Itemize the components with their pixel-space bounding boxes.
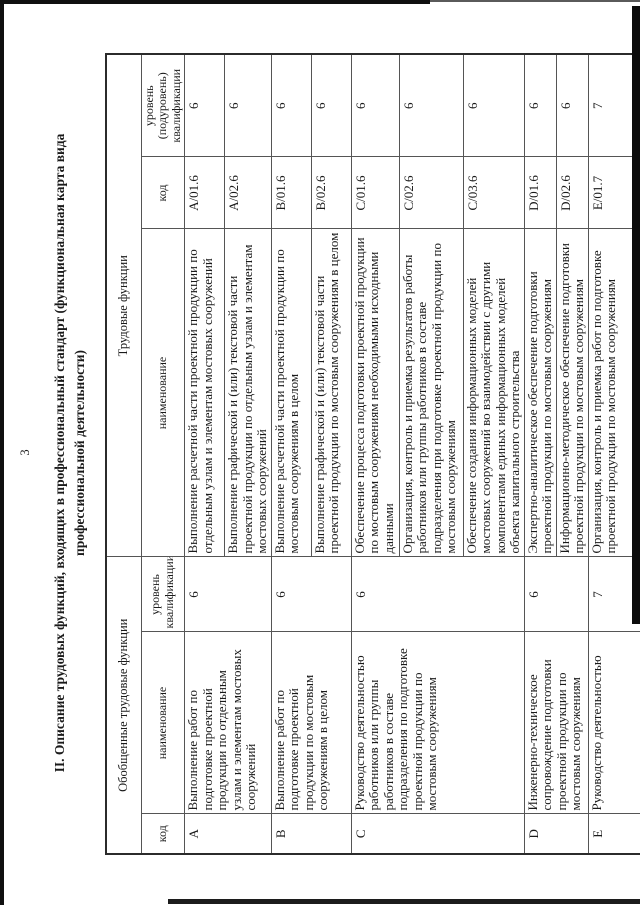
otf-level-cell: 6 [184,557,271,632]
tf-code-cell: C/01.6 [351,157,399,229]
column-header-otf-code: код [141,814,185,854]
tf-level-cell: 6 [524,53,556,157]
labor-functions-table: Обобщенные трудовые функции Трудовые фун… [105,52,640,855]
otf-code-cell: E [588,814,640,854]
tf-name-cell: Выполнение графической и (или) текстовой… [311,229,351,557]
tf-level-cell: 6 [399,53,463,157]
group-header-generalized-functions: Обобщенные трудовые функции [106,557,141,854]
otf-level-cell: 6 [351,557,524,632]
otf-code-cell: B [271,814,351,854]
scan-artifact-top-edge [0,0,430,4]
column-header-tf-name: наименование [141,229,185,557]
section-title: II. Описание трудовых функций, входящих … [52,133,87,773]
table-row-C-tf1: C Руководство деятельностью работников и… [351,53,524,854]
scan-artifact-bottom-edge [168,899,640,904]
tf-code-cell: A/02.6 [224,157,271,229]
table-group-header-row: Обобщенные трудовые функции Трудовые фун… [106,53,141,854]
tf-name-cell: Экспертно-аналитическое обеспечение подг… [524,229,556,557]
column-header-tf-level: уровень (подуровень) квалификации [141,53,185,157]
tf-name-cell: Организация, контроль и приемка результа… [399,229,463,557]
otf-level-cell: 6 [271,557,351,632]
table-row-D-tf1: D Инженерно-техническое сопровождение по… [524,53,588,854]
otf-name-cell: Выполнение работ по подготовке проектной… [271,632,351,814]
tf-code-cell: A/01.6 [184,157,225,229]
table-row-A-tf1: A Выполнение работ по подготовке проектн… [184,53,271,854]
page-number: 3 [18,449,32,456]
otf-level-cell: 6 [524,557,588,632]
otf-name-cell: Руководство деятельностью [588,632,640,814]
otf-code-cell: D [524,814,588,854]
otf-code-cell: C [351,814,524,854]
column-header-otf-name: наименование [141,632,185,814]
column-header-tf-code: код [141,157,185,229]
otf-code-cell: A [184,814,271,854]
scan-artifact-right-edge [632,6,640,624]
tf-level-cell: 6 [351,53,399,157]
tf-name-cell: Выполнение расчетной части проектной про… [184,229,225,557]
tf-level-cell: 6 [224,53,271,157]
tf-code-cell: C/02.6 [399,157,463,229]
tf-name-cell: Информационно-методическое обеспечение п… [556,229,588,557]
tf-code-cell: D/02.6 [556,157,588,229]
otf-name-cell: Инженерно-техническое сопровождение подг… [524,632,588,814]
scan-artifact-left-edge [0,0,4,905]
scan-artifact-top-edge-faint [430,0,640,2]
table-subheader-row: код наименование уровень квалификации на… [141,53,185,854]
tf-level-cell: 6 [184,53,225,157]
table-row-B-tf1: B Выполнение работ по подготовке проектн… [271,53,351,854]
tf-code-cell: C/03.6 [463,157,524,229]
tf-name-cell: Обеспечение процесса подготовки проектно… [351,229,399,557]
tf-code-cell: B/01.6 [271,157,311,229]
otf-name-cell: Руководство деятельностью работников или… [351,632,524,814]
tf-code-cell: D/01.6 [524,157,556,229]
tf-code-cell: B/02.6 [311,157,351,229]
tf-name-cell: Обеспечение создания информационных моде… [463,229,524,557]
tf-name-cell: Выполнение графической и (или) текстовой… [224,229,271,557]
tf-name-cell: Выполнение расчетной части проектной про… [271,229,311,557]
tf-level-cell: 6 [271,53,311,157]
tf-level-cell: 6 [463,53,524,157]
column-header-otf-level: уровень квалификации [141,557,185,632]
tf-level-cell: 6 [556,53,588,157]
otf-name-cell: Выполнение работ по подготовке проектной… [184,632,271,814]
group-header-labor-functions: Трудовые функции [106,53,141,557]
tf-level-cell: 6 [311,53,351,157]
